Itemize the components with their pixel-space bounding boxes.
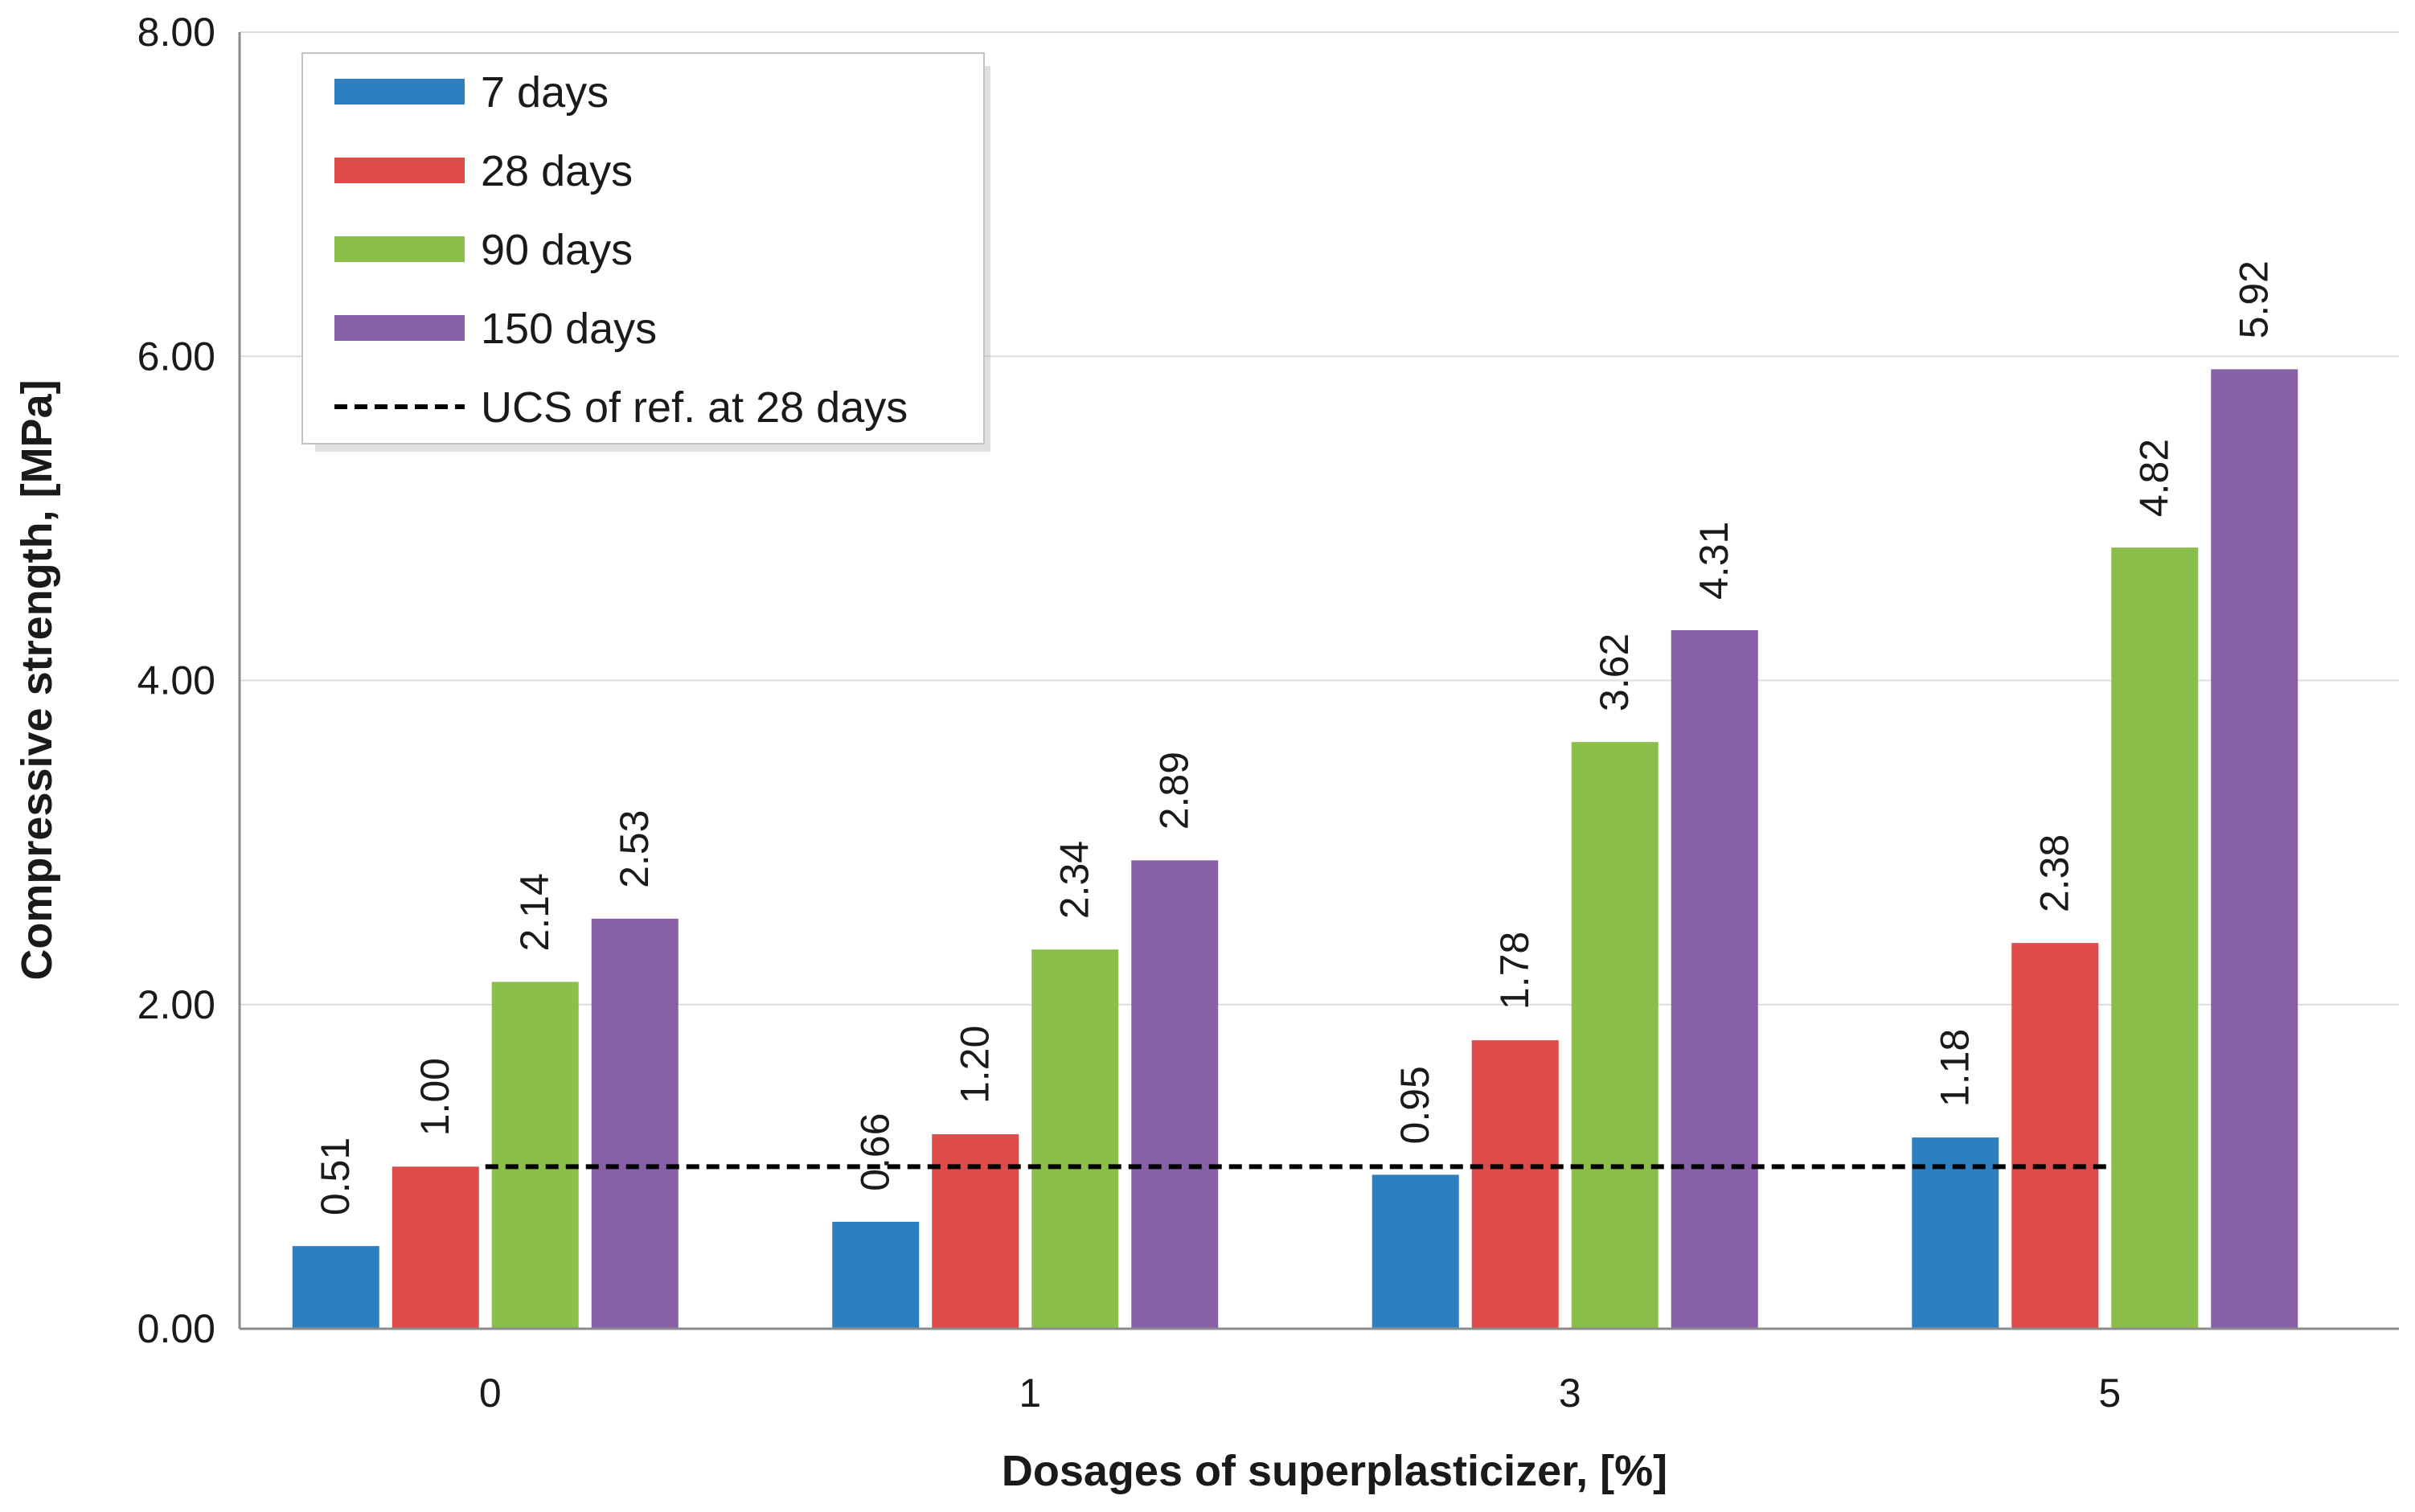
bar — [1571, 742, 1659, 1329]
bars — [292, 369, 2298, 1329]
bar — [932, 1134, 1019, 1329]
bar — [2211, 369, 2298, 1329]
bar — [1372, 1174, 1459, 1329]
x-tick-label: 3 — [1559, 1371, 1581, 1416]
y-tick-label: 6.00 — [137, 334, 215, 379]
legend: 7 days 28 days 90 days 150 days UCS of ref. … — [301, 52, 990, 452]
y-tick-label: 0.00 — [137, 1306, 215, 1351]
legend-label: UCS of ref. at 28 days — [481, 383, 908, 432]
data-labels: 0.51 1.00 2.14 2.53 0.66 1.20 2.34 2.89 0.95 1.78… — [313, 260, 2277, 1215]
data-label: 1.18 — [1932, 1029, 1977, 1107]
data-label: 2.38 — [2032, 834, 2077, 912]
data-label: 2.89 — [1151, 752, 1196, 830]
x-tick-label: 1 — [1019, 1371, 1041, 1416]
legend-label: 28 days — [481, 147, 633, 195]
data-label: 4.31 — [1691, 522, 1736, 600]
data-label: 4.82 — [2131, 439, 2176, 517]
legend-label: 150 days — [481, 305, 657, 353]
bar — [832, 1221, 920, 1329]
data-label: 2.53 — [612, 810, 657, 888]
data-label: 2.14 — [512, 873, 557, 951]
bar — [591, 918, 679, 1329]
bar — [491, 981, 579, 1329]
bar — [1131, 860, 1219, 1329]
bar — [1471, 1040, 1559, 1329]
data-label: 1.20 — [952, 1026, 997, 1104]
y-tick-label: 8.00 — [137, 10, 215, 55]
legend-swatch — [334, 158, 465, 183]
legend-label: 7 days — [481, 68, 609, 117]
x-tick-label: 0 — [479, 1371, 502, 1416]
bar — [1912, 1137, 1999, 1329]
axes — [238, 32, 2399, 1330]
bar — [1671, 629, 1758, 1329]
data-label: 1.78 — [1492, 932, 1537, 1010]
legend-swatch — [334, 236, 465, 262]
tick-labels: 0.00 2.00 4.00 6.00 8.00 0 1 3 5 — [137, 10, 2121, 1416]
bar — [292, 1246, 379, 1329]
data-label: 2.34 — [1052, 841, 1097, 919]
legend-label: 90 days — [481, 226, 633, 274]
legend-swatch — [334, 315, 465, 341]
legend-swatch — [334, 79, 465, 104]
y-tick-label: 2.00 — [137, 982, 215, 1027]
data-label: 0.95 — [1392, 1066, 1437, 1144]
data-label: 5.92 — [2231, 260, 2276, 338]
y-axis-title: Compressive strength, [MPa] — [13, 379, 61, 980]
data-label: 3.62 — [1592, 633, 1637, 711]
bar — [1031, 949, 1119, 1329]
x-axis-title: Dosages of superplasticizer, [%] — [1002, 1447, 1667, 1495]
legend-items: 7 days 28 days 90 days 150 days UCS of ref. … — [334, 68, 908, 432]
data-label: 0.51 — [313, 1137, 358, 1215]
bar — [2011, 943, 2099, 1329]
x-tick-label: 5 — [2098, 1371, 2121, 1416]
data-label: 1.00 — [412, 1058, 457, 1136]
bar — [392, 1166, 479, 1329]
data-label: 0.66 — [852, 1113, 897, 1191]
y-tick-label: 4.00 — [137, 658, 215, 703]
bar — [2111, 547, 2199, 1329]
